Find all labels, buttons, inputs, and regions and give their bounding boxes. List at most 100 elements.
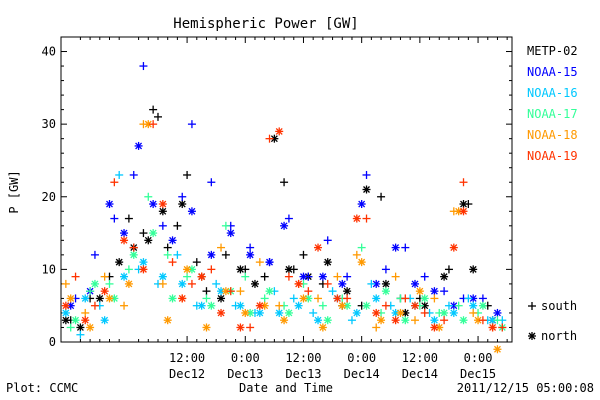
point-noaa-18-north bbox=[357, 258, 366, 267]
point-metp-02-south bbox=[377, 192, 386, 201]
point-metp-02-south bbox=[299, 250, 308, 259]
point-noaa-19-north bbox=[120, 236, 129, 245]
point-noaa-16-north bbox=[294, 301, 303, 310]
point-metp-02-north bbox=[440, 272, 449, 281]
x-tick-time-label: 12:00 bbox=[402, 351, 438, 365]
point-noaa-17-north bbox=[207, 301, 216, 310]
point-metp-02-north bbox=[217, 294, 226, 303]
point-noaa-16-north bbox=[61, 308, 70, 317]
point-metp-02-south bbox=[202, 287, 211, 296]
point-noaa-15-north bbox=[149, 200, 158, 209]
point-noaa-18-north bbox=[66, 294, 75, 303]
point-noaa-19-south bbox=[304, 287, 313, 296]
point-noaa-16-north bbox=[255, 308, 264, 317]
point-noaa-17-south bbox=[357, 243, 366, 252]
point-noaa-19-south bbox=[246, 323, 255, 332]
point-noaa-15-north bbox=[207, 250, 216, 259]
point-noaa-18-south bbox=[391, 272, 400, 281]
point-noaa-16-north bbox=[236, 301, 245, 310]
point-noaa-18-north bbox=[493, 345, 502, 354]
point-noaa-15-north bbox=[134, 141, 143, 150]
point-noaa-19-south bbox=[226, 287, 235, 296]
point-metp-02-south bbox=[260, 272, 269, 281]
point-noaa-16-north bbox=[197, 301, 206, 310]
point-noaa-17-north bbox=[265, 287, 274, 296]
point-noaa-15-south bbox=[178, 192, 187, 201]
point-metp-02-north bbox=[362, 185, 371, 194]
point-noaa-17-north bbox=[478, 301, 487, 310]
point-noaa-16-south bbox=[212, 279, 221, 288]
point-metp-02-north bbox=[236, 265, 245, 274]
x-tick-date-label: Dec14 bbox=[344, 367, 380, 381]
point-noaa-15-south bbox=[478, 294, 487, 303]
point-noaa-15-north bbox=[430, 287, 439, 296]
point-noaa-17-north bbox=[459, 316, 468, 325]
point-noaa-17-south bbox=[66, 323, 75, 332]
point-noaa-17-north bbox=[129, 250, 138, 259]
point-noaa-19-south bbox=[207, 265, 216, 274]
legend-entry: NOAA-15 bbox=[527, 65, 578, 79]
point-noaa-18-south bbox=[372, 323, 381, 332]
point-noaa-19-south bbox=[187, 279, 196, 288]
point-noaa-18-north bbox=[415, 287, 424, 296]
point-noaa-15-north bbox=[411, 279, 420, 288]
point-noaa-16-north bbox=[469, 301, 478, 310]
point-noaa-16-north bbox=[372, 294, 381, 303]
point-metp-02-north bbox=[76, 323, 85, 332]
point-noaa-16-south bbox=[347, 316, 356, 325]
point-noaa-16-north bbox=[139, 258, 148, 267]
point-metp-02-north bbox=[284, 265, 293, 274]
point-noaa-16-south bbox=[309, 308, 318, 317]
point-noaa-19-south bbox=[420, 308, 429, 317]
point-noaa-15-south bbox=[401, 243, 410, 252]
point-noaa-17-south bbox=[202, 294, 211, 303]
point-noaa-15-south bbox=[440, 287, 449, 296]
point-noaa-18-north bbox=[299, 294, 308, 303]
point-noaa-18-north bbox=[396, 308, 405, 317]
x-tick-time-label: 0:00 bbox=[347, 351, 376, 365]
legend-entry: NOAA-16 bbox=[527, 86, 578, 100]
x-tick-time-label: 0:00 bbox=[464, 351, 493, 365]
point-noaa-15-south bbox=[323, 236, 332, 245]
point-noaa-15-south bbox=[284, 214, 293, 223]
marker-legend-north-symbol bbox=[528, 332, 536, 340]
point-noaa-19-north bbox=[61, 301, 70, 310]
point-noaa-15-north bbox=[120, 229, 129, 238]
point-noaa-17-south bbox=[144, 192, 153, 201]
point-noaa-17-north bbox=[381, 287, 390, 296]
point-noaa-19-north bbox=[197, 272, 206, 281]
point-noaa-15-south bbox=[90, 250, 99, 259]
point-metp-02-north bbox=[343, 287, 352, 296]
legend-entry: NOAA-18 bbox=[527, 128, 578, 142]
point-noaa-18-south bbox=[217, 243, 226, 252]
point-noaa-15-south bbox=[381, 265, 390, 274]
point-noaa-19-south bbox=[343, 294, 352, 303]
point-metp-02-south bbox=[139, 229, 148, 238]
point-noaa-19-south bbox=[149, 120, 158, 129]
point-noaa-19-south bbox=[129, 243, 138, 252]
point-noaa-19-north bbox=[178, 294, 187, 303]
point-noaa-19-north bbox=[217, 308, 226, 317]
point-noaa-18-south bbox=[255, 258, 264, 267]
point-noaa-19-north bbox=[255, 301, 264, 310]
x-tick-date-label: Dec13 bbox=[285, 367, 321, 381]
point-noaa-16-north bbox=[449, 308, 458, 317]
point-noaa-17-north bbox=[323, 316, 332, 325]
point-noaa-15-north bbox=[246, 250, 255, 259]
point-noaa-19-south bbox=[265, 134, 274, 143]
point-noaa-17-south bbox=[493, 316, 502, 325]
point-noaa-17-north bbox=[284, 308, 293, 317]
point-noaa-16-north bbox=[100, 316, 109, 325]
point-noaa-16-south bbox=[328, 287, 337, 296]
point-noaa-19-south bbox=[168, 258, 177, 267]
point-noaa-17-north bbox=[440, 308, 449, 317]
point-noaa-17-north bbox=[362, 301, 371, 310]
point-noaa-15-north bbox=[318, 272, 327, 281]
point-noaa-18-south bbox=[352, 250, 361, 259]
point-metp-02-north bbox=[420, 301, 429, 310]
point-noaa-15-north bbox=[168, 236, 177, 245]
point-noaa-19-north bbox=[449, 243, 458, 252]
point-noaa-16-south bbox=[444, 301, 453, 310]
point-noaa-19-north bbox=[372, 308, 381, 317]
